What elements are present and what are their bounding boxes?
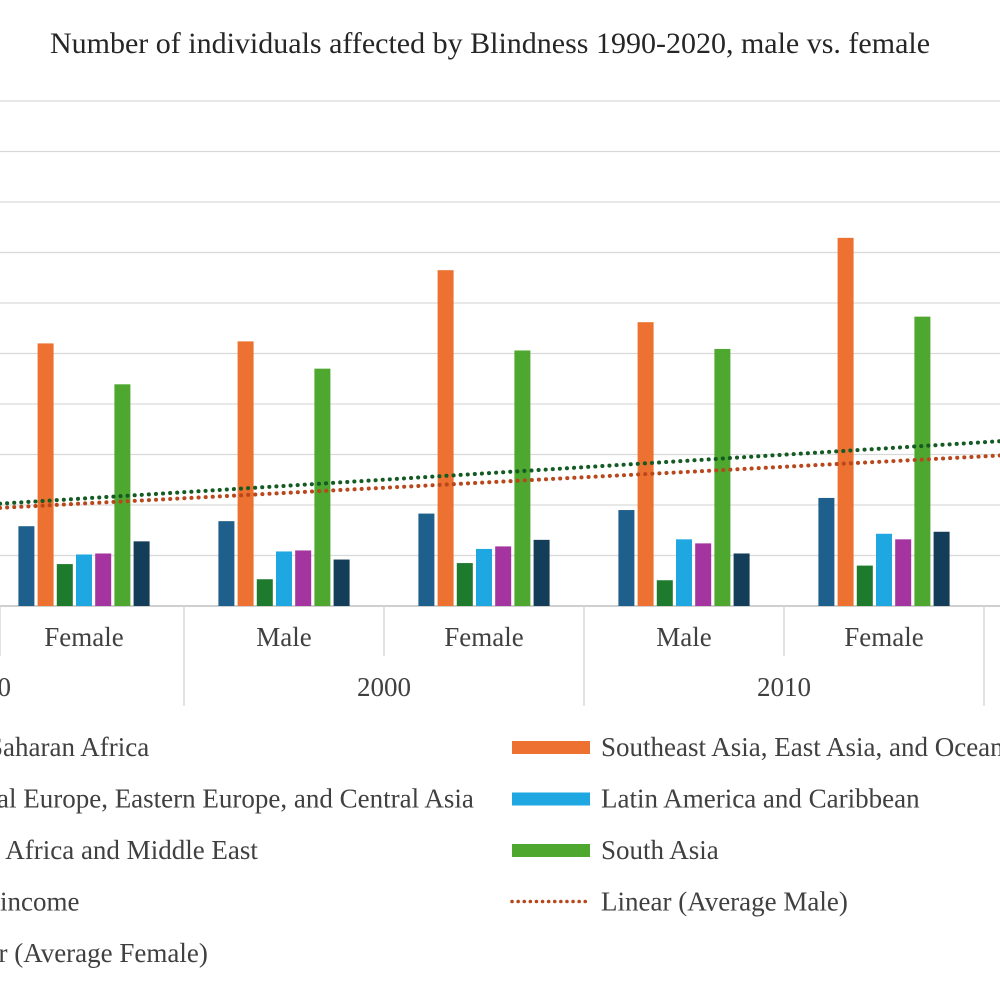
legend-swatch: [512, 741, 590, 754]
bar: [676, 539, 692, 606]
bar: [37, 343, 54, 606]
legend-swatch: [512, 792, 590, 806]
category-label: Male: [656, 622, 711, 652]
legend-label: Linear (Average Female): [0, 938, 208, 968]
bar: [837, 237, 854, 607]
category-label: Female: [844, 622, 923, 652]
bar: [114, 384, 131, 606]
bar: [256, 579, 273, 606]
bar: [18, 526, 35, 606]
bar: [495, 546, 512, 606]
bar: [456, 563, 473, 606]
year-label: 2000: [357, 672, 411, 702]
bar: [418, 513, 435, 606]
bar: [218, 521, 235, 606]
bar: [618, 510, 635, 606]
legend-label: Central Europe, Eastern Europe, and Cent…: [0, 784, 474, 814]
bar: [876, 533, 892, 606]
legend: Sub-Saharan Africa Southeast Asia, East A…: [0, 732, 1000, 968]
bar: [237, 341, 254, 606]
bar: [818, 497, 835, 606]
bar: [714, 348, 731, 606]
legend-label: Southeast Asia, East Asia, and Oceania: [601, 732, 1000, 762]
bar: [656, 580, 673, 606]
bar: [933, 531, 950, 606]
bar: [76, 554, 92, 606]
bar: [733, 553, 750, 606]
legend-label: High-income: [0, 887, 79, 917]
category-label: Male: [256, 622, 311, 652]
bar: [533, 539, 550, 606]
bar: [333, 559, 350, 606]
bar: [895, 539, 912, 606]
bar: [476, 548, 492, 606]
bar: [314, 368, 331, 606]
legend-label: South Asia: [601, 835, 719, 865]
year-label: 2010: [757, 672, 811, 702]
bars: [18, 237, 950, 607]
legend-label: Linear (Average Male): [601, 887, 848, 917]
legend-label: North Africa and Middle East: [0, 835, 258, 865]
category-axis: Female Male Female Male Female 1990 2000 2010: [0, 606, 985, 706]
category-label: Female: [444, 622, 523, 652]
category-label: Female: [44, 622, 123, 652]
legend-swatch: [512, 844, 590, 857]
bar: [276, 551, 292, 606]
chart-title: Number of individuals affected by Blindn…: [50, 27, 930, 60]
bar: [514, 350, 531, 606]
legend-label: Latin America and Caribbean: [601, 784, 920, 814]
bar: [95, 553, 112, 606]
bar: [295, 550, 312, 606]
bar: [133, 541, 150, 606]
bar: [437, 270, 454, 606]
bar: [56, 564, 73, 606]
bar: [695, 543, 712, 606]
year-label: 1990: [0, 672, 11, 702]
legend-label: Sub-Saharan Africa: [0, 732, 149, 762]
bar: [856, 565, 873, 606]
